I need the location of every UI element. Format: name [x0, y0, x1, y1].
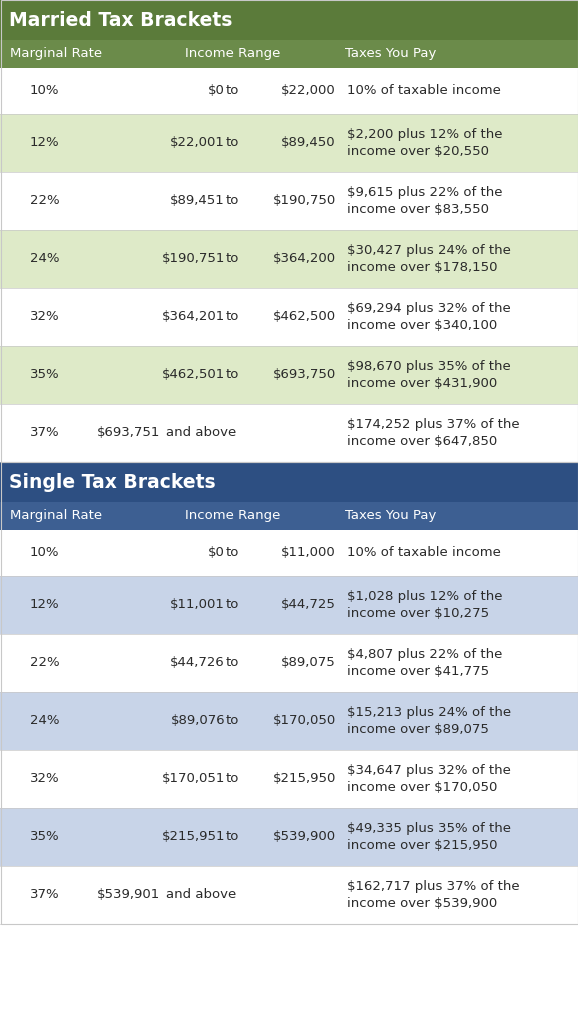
- Text: to: to: [225, 830, 239, 844]
- Text: 10%: 10%: [30, 546, 60, 560]
- Text: 35%: 35%: [30, 830, 60, 844]
- Text: and above: and above: [166, 426, 236, 439]
- Text: $215,950: $215,950: [273, 773, 336, 785]
- Text: $693,751: $693,751: [97, 426, 160, 439]
- Text: Married Tax Brackets: Married Tax Brackets: [9, 10, 232, 30]
- Text: Income Range: Income Range: [185, 47, 280, 61]
- Text: $170,051: $170,051: [162, 773, 225, 785]
- Text: $693,750: $693,750: [273, 368, 336, 382]
- Text: to: to: [225, 252, 239, 265]
- Text: $539,901: $539,901: [97, 888, 160, 901]
- Text: 22%: 22%: [30, 194, 60, 208]
- Text: Taxes You Pay: Taxes You Pay: [345, 47, 436, 61]
- Text: to: to: [225, 773, 239, 785]
- Text: 10% of taxable income: 10% of taxable income: [347, 546, 501, 560]
- Text: 35%: 35%: [30, 368, 60, 382]
- Bar: [0, 750, 578, 808]
- Text: $98,670 plus 35% of the
income over $431,900: $98,670 plus 35% of the income over $431…: [347, 360, 511, 390]
- Text: $69,294 plus 32% of the
income over $340,100: $69,294 plus 32% of the income over $340…: [347, 303, 511, 331]
- Text: $190,751: $190,751: [162, 252, 225, 265]
- Text: to: to: [225, 84, 239, 98]
- Text: 37%: 37%: [30, 888, 60, 901]
- Text: 24%: 24%: [30, 714, 60, 728]
- Text: $364,201: $364,201: [162, 311, 225, 323]
- Bar: [0, 288, 578, 346]
- Text: $4,807 plus 22% of the
income over $41,775: $4,807 plus 22% of the income over $41,7…: [347, 648, 502, 678]
- Text: $15,213 plus 24% of the
income over $89,075: $15,213 plus 24% of the income over $89,…: [347, 706, 511, 736]
- Text: $22,001: $22,001: [170, 137, 225, 149]
- Text: $1,028 plus 12% of the
income over $10,275: $1,028 plus 12% of the income over $10,2…: [347, 591, 502, 619]
- Text: to: to: [225, 599, 239, 611]
- Text: to: to: [225, 137, 239, 149]
- Text: $11,000: $11,000: [281, 546, 336, 560]
- Text: 32%: 32%: [30, 311, 60, 323]
- Text: to: to: [225, 714, 239, 728]
- Bar: [0, 114, 578, 172]
- Text: Marginal Rate: Marginal Rate: [10, 47, 102, 61]
- Text: 22%: 22%: [30, 657, 60, 670]
- Text: to: to: [225, 657, 239, 670]
- Text: to: to: [225, 368, 239, 382]
- Text: 37%: 37%: [30, 426, 60, 439]
- Text: $539,900: $539,900: [273, 830, 336, 844]
- Text: $44,726: $44,726: [171, 657, 225, 670]
- Text: to: to: [225, 311, 239, 323]
- Text: $34,647 plus 32% of the
income over $170,050: $34,647 plus 32% of the income over $170…: [347, 765, 511, 793]
- Text: Single Tax Brackets: Single Tax Brackets: [9, 472, 216, 492]
- Text: Income Range: Income Range: [185, 509, 280, 523]
- Text: 32%: 32%: [30, 773, 60, 785]
- Bar: [0, 530, 578, 576]
- Bar: [0, 866, 578, 924]
- Text: $215,951: $215,951: [161, 830, 225, 844]
- Text: $2,200 plus 12% of the
income over $20,550: $2,200 plus 12% of the income over $20,5…: [347, 129, 502, 157]
- Text: $174,252 plus 37% of the
income over $647,850: $174,252 plus 37% of the income over $64…: [347, 418, 520, 448]
- Text: $462,501: $462,501: [162, 368, 225, 382]
- Text: 10%: 10%: [30, 84, 60, 98]
- Text: $89,451: $89,451: [171, 194, 225, 208]
- Text: 12%: 12%: [30, 599, 60, 611]
- Text: $0: $0: [208, 84, 225, 98]
- Text: Taxes You Pay: Taxes You Pay: [345, 509, 436, 523]
- Text: $89,076: $89,076: [171, 714, 225, 728]
- Bar: [0, 691, 578, 750]
- Text: $190,750: $190,750: [273, 194, 336, 208]
- Text: to: to: [225, 194, 239, 208]
- Bar: [0, 576, 578, 634]
- Bar: [1, 462, 577, 924]
- Text: $170,050: $170,050: [273, 714, 336, 728]
- Text: $89,450: $89,450: [281, 137, 336, 149]
- Text: $11,001: $11,001: [170, 599, 225, 611]
- Text: $22,000: $22,000: [281, 84, 336, 98]
- Text: 12%: 12%: [30, 137, 60, 149]
- Text: $30,427 plus 24% of the
income over $178,150: $30,427 plus 24% of the income over $178…: [347, 244, 511, 274]
- Text: 24%: 24%: [30, 252, 60, 265]
- Text: Marginal Rate: Marginal Rate: [10, 509, 102, 523]
- Text: and above: and above: [166, 888, 236, 901]
- Bar: [0, 68, 578, 114]
- Text: $44,725: $44,725: [281, 599, 336, 611]
- Bar: [1, 0, 577, 462]
- Bar: [0, 404, 578, 462]
- Text: $364,200: $364,200: [273, 252, 336, 265]
- Text: $49,335 plus 35% of the
income over $215,950: $49,335 plus 35% of the income over $215…: [347, 822, 511, 852]
- Text: $9,615 plus 22% of the
income over $83,550: $9,615 plus 22% of the income over $83,5…: [347, 186, 502, 216]
- Bar: [0, 346, 578, 404]
- Bar: [0, 172, 578, 230]
- Bar: [0, 462, 578, 502]
- Text: to: to: [225, 546, 239, 560]
- Bar: [0, 634, 578, 691]
- Bar: [0, 0, 578, 40]
- Bar: [0, 40, 578, 68]
- Bar: [0, 808, 578, 866]
- Text: 10% of taxable income: 10% of taxable income: [347, 84, 501, 98]
- Text: $462,500: $462,500: [273, 311, 336, 323]
- Bar: [0, 230, 578, 288]
- Text: $0: $0: [208, 546, 225, 560]
- Text: $89,075: $89,075: [281, 657, 336, 670]
- Bar: [0, 502, 578, 530]
- Text: $162,717 plus 37% of the
income over $539,900: $162,717 plus 37% of the income over $53…: [347, 880, 520, 910]
